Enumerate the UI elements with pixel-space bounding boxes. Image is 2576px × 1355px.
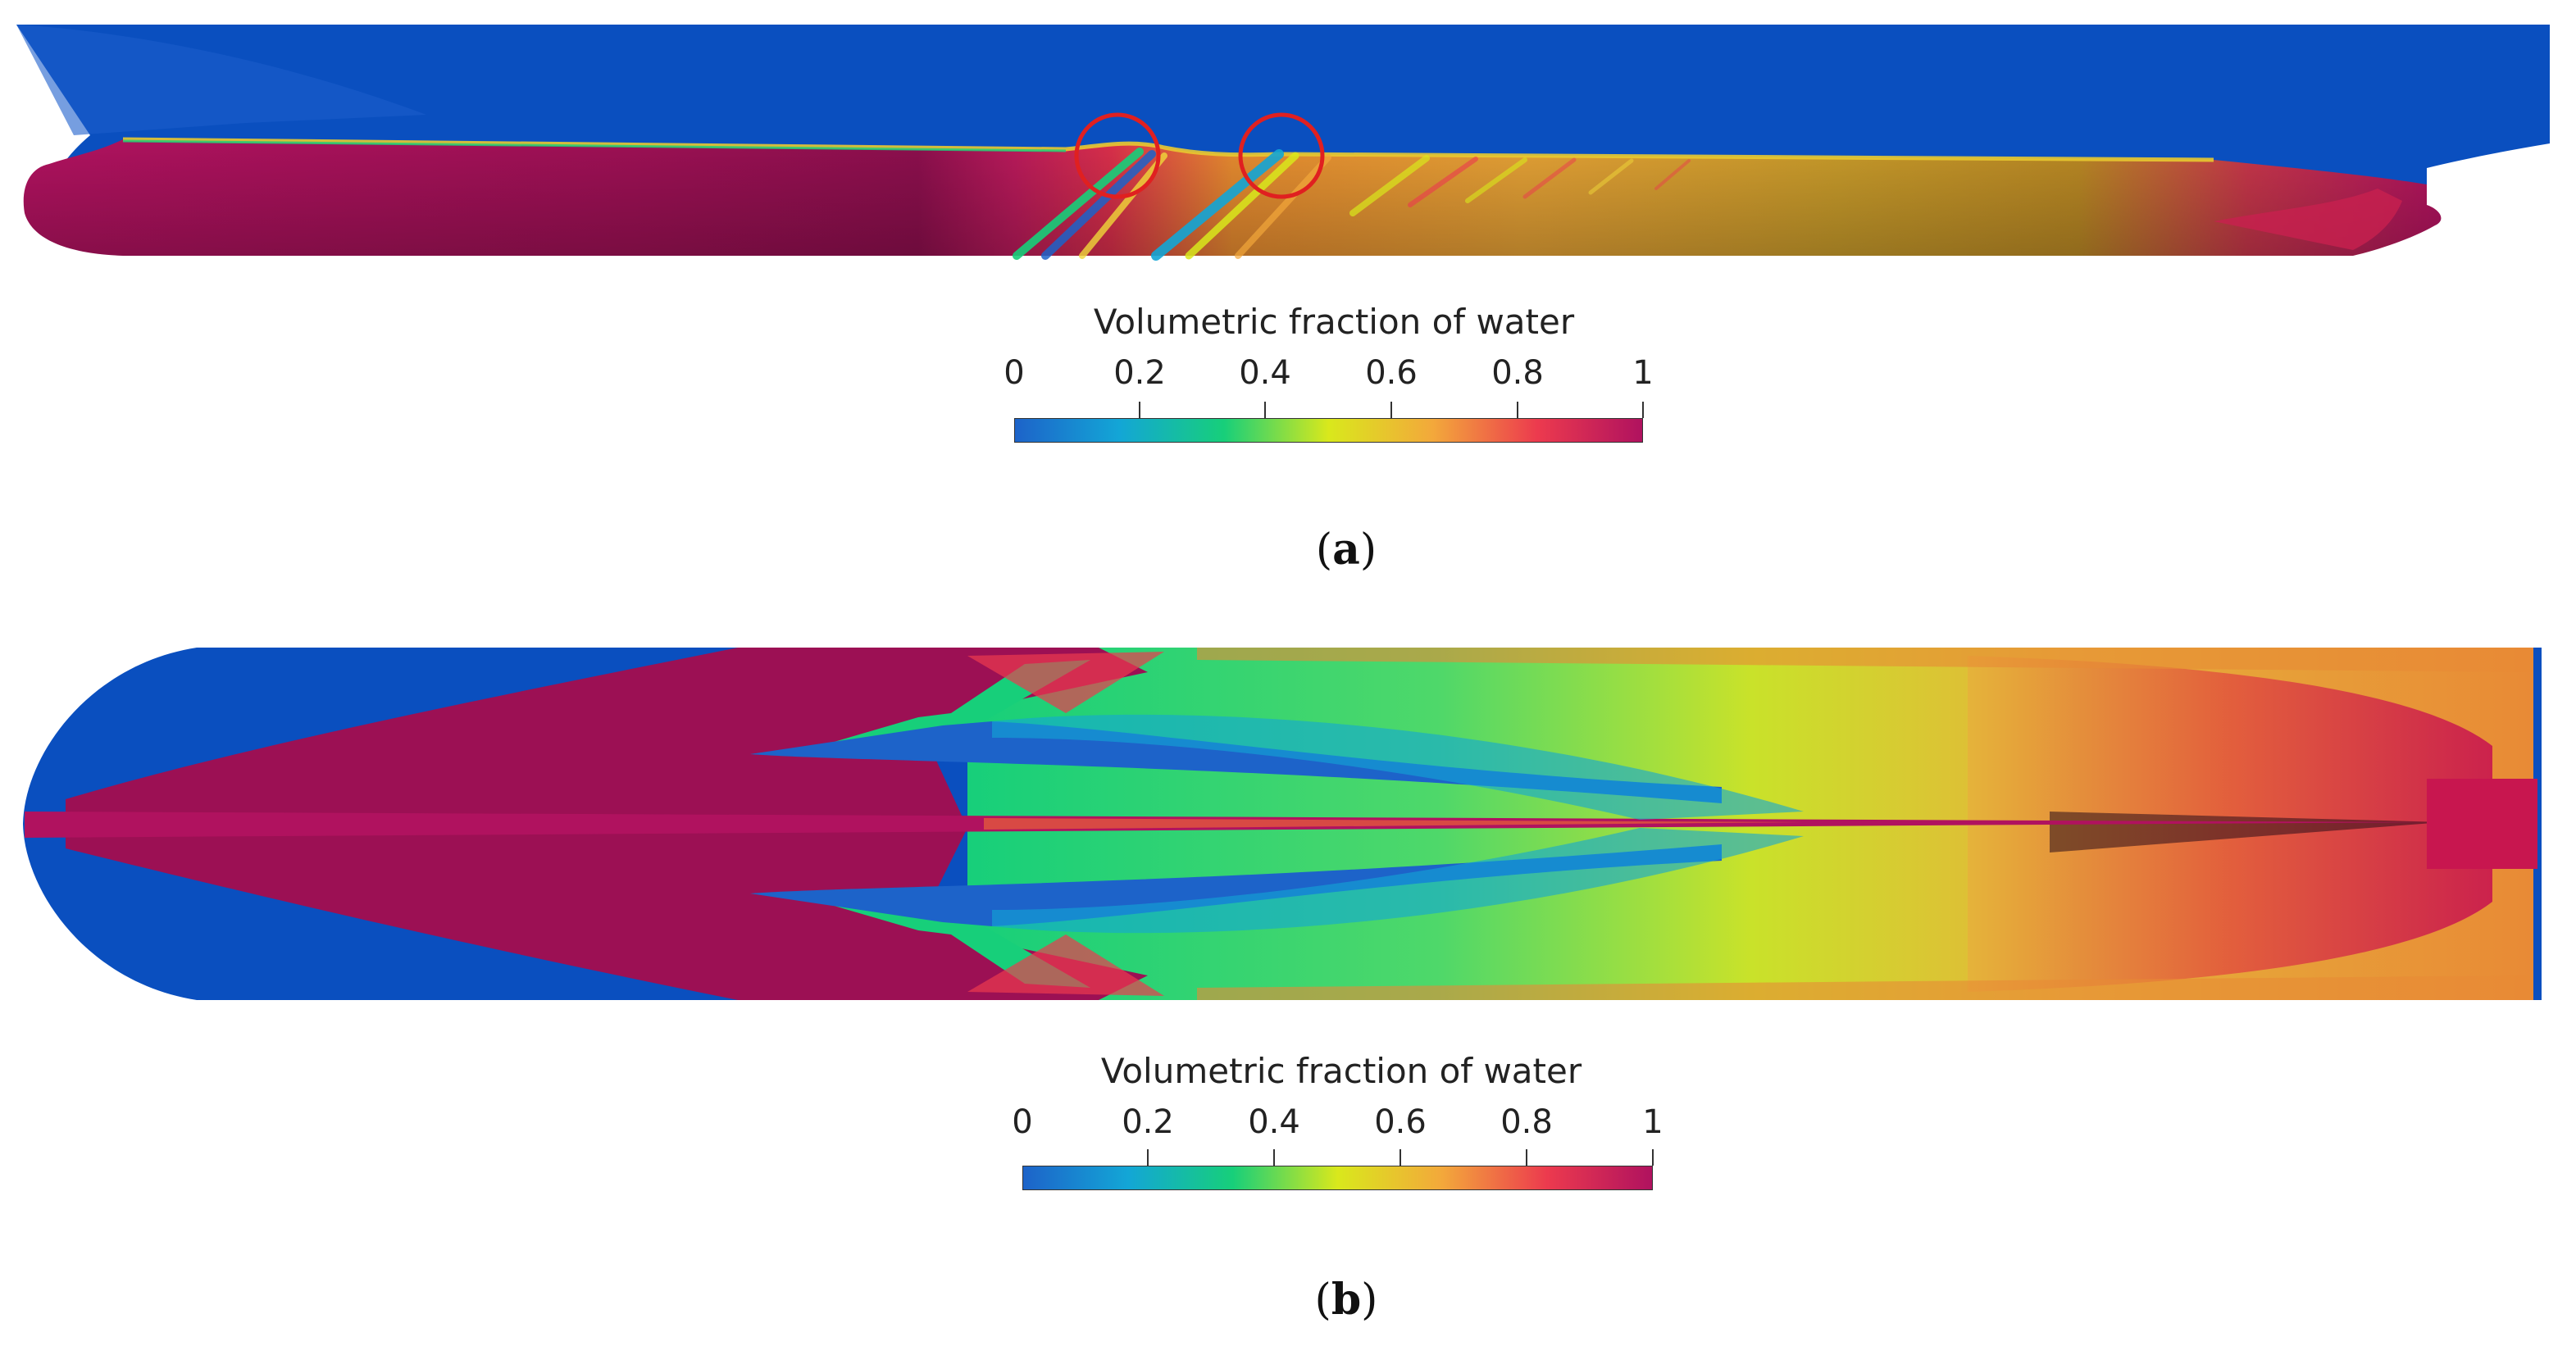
colorbar-gradient [1022,1166,1653,1190]
colorbar-title: Volumetric fraction of water [1100,1051,1582,1091]
wave-streaks [1013,148,1691,261]
colorbar-tick-label: 0.4 [1239,354,1291,392]
panel-label-b: (b) [1314,1275,1378,1325]
panel-a: Volumetric fraction of water 0 0.2 0.4 0… [0,0,2576,590]
highlight-circle-1 [1074,112,1161,199]
colorbar-tick-label: 1 [1632,354,1654,392]
colorbar-tick-label: 0.2 [1122,1103,1174,1141]
colorbar-tick-label: 0 [1004,354,1025,392]
colorbar-tick-label: 0 [1012,1103,1033,1141]
colorbar-tick-label: 1 [1642,1103,1663,1141]
colorbar-tick-label: 0.4 [1248,1103,1300,1141]
colorbar-title: Volumetric fraction of water [1093,302,1575,342]
colorbar-tick-label: 0.8 [1491,354,1544,392]
colorbar-tick-label: 0.2 [1113,354,1166,392]
colorbar-tick-label: 0.6 [1374,1103,1427,1141]
panel-label-a: (a) [1315,525,1377,575]
colorbar-tick-label: 0.6 [1365,354,1418,392]
hull-bottom-view [23,648,2542,1000]
hull-side-view [16,25,2550,261]
panel-b: Volumetric fraction of water 0 0.2 0.4 0… [0,623,2576,1355]
highlight-circle-2 [1238,112,1325,199]
colorbar-gradient [1014,418,1643,443]
colorbar-tick-label: 0.8 [1500,1103,1553,1141]
